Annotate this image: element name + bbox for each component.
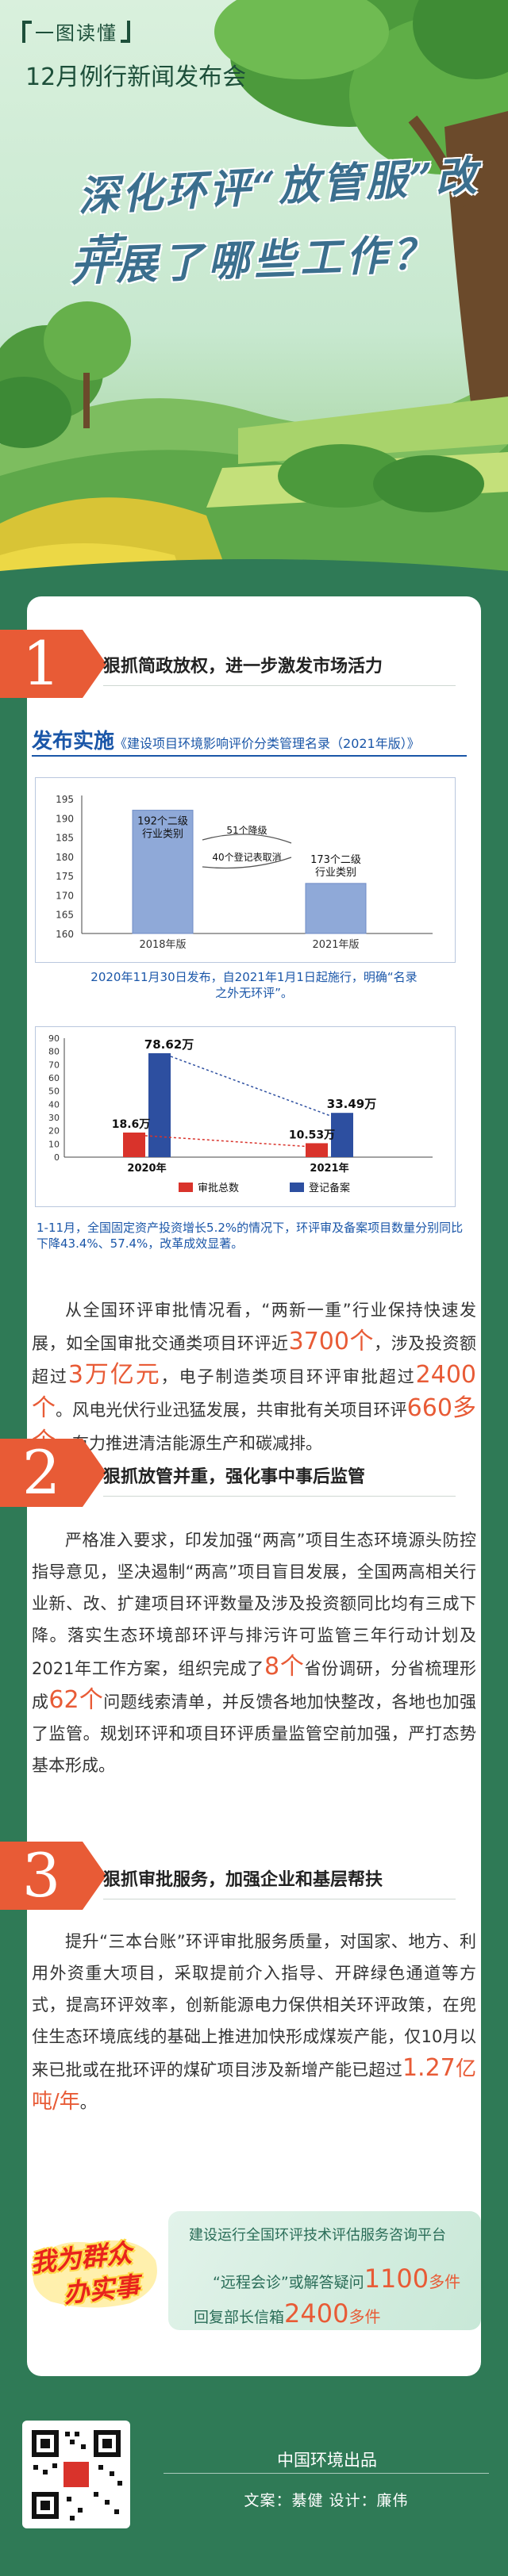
chart2-x-label: 2021年 [310,1162,348,1175]
chart2-legend-label: 审批总数 [198,1183,239,1194]
chart1-svg: 1951901851801751701651602018年版192个二级行业类别… [56,794,433,951]
chart2-y-tick: 0 [54,1152,60,1163]
badge-burst [33,2240,157,2308]
chart2-data-label: 78.62万 [144,1037,194,1052]
chart1-y-tick: 190 [56,813,74,824]
chart2-data-label: 33.49万 [327,1097,376,1111]
service-block: 我为群众 办实事 建设运行全国环评技术评估服务咨询平台 “远程会诊”或解答疑问1… [27,2211,481,2330]
release-line: 发布实施《建设项目环境影响评价分类管理名录（2021年版）》 [32,725,420,754]
section1-number: 1 [0,630,106,698]
chart2-legend-label: 登记备案 [309,1182,350,1194]
event-subtitle: 12月例行新闻发布会 [25,63,247,91]
chart2-trend-approved [144,1135,306,1148]
chart2-bar [331,1113,353,1157]
section1-rule [103,685,456,686]
chart2-bar [148,1052,171,1157]
service-mailbox-line: 回复部长信箱2400多件 [194,2298,381,2329]
content-card: 1 狠抓简政放权，进一步激发市场活力 发布实施《建设项目环境影响评价分类管理名录… [0,596,481,2376]
chart2-bar [306,1143,328,1157]
service-consult-line: “远程会诊”或解答疑问1100多件 [213,2264,461,2294]
stat-electronics: 2400个 [32,1361,476,1422]
section3-number: 3 [0,1842,106,1910]
chart2-y-tick: 40 [48,1099,60,1110]
chart1-y-tick: 165 [56,910,74,921]
chart1-y-tick: 175 [56,871,74,882]
mailbox-count: 2400 [284,2298,349,2329]
stat-coal-capacity: 1.27 [402,2054,456,2082]
section3-title: 狠抓审批服务，加强企业和基层帮扶 [103,1870,383,1890]
chart2-svg: 90 80 70 60 50 40 30 20 10 0 2020年 2021年 18.6万 78.62万… [48,1033,433,1194]
chart1-bar [305,883,367,934]
section3-paragraph: 提升“三本台账”环评审批服务质量，对国家、地方、利用外资重大项目，采取提前介入指… [32,1932,476,2114]
section2-number: 2 [0,1439,106,1507]
chart2-y-tick: 70 [48,1060,60,1070]
chart1-y-tick: 185 [56,833,74,844]
chart2-y-tick: 60 [48,1073,60,1083]
hero-banner: 一图读懂 12月例行新闻发布会 深化环评“放管服”改革 开展了哪些工作？ [0,0,508,603]
stat-transport-projects: 3700个 [288,1328,375,1355]
chart1-y-tick: 160 [56,929,74,940]
chart2-data-label: 10.53万 [289,1129,335,1141]
consult-count: 1100 [364,2264,429,2294]
release-doc: 《建设项目环境影响评价分类管理名录（2021年版）》 [114,736,420,751]
credits: 文案：綦健 设计：廉伟 [244,2492,409,2509]
qr-code[interactable] [22,2421,130,2528]
chart2-legend-swatch [290,1183,304,1192]
chart1-caption: 2020年11月30日发布，自2021年1月1日起施行，明确“名录之外无环评”。 [90,970,418,1000]
chart1-bar [132,810,194,934]
chart2-y-tick: 30 [48,1113,60,1123]
chart1-bar-label: 行业类别 [142,829,183,841]
service-card: 建设运行全国环评技术评估服务咨询平台 “远程会诊”或解答疑问1100多件 回复部… [168,2211,481,2330]
publisher: 中国环境出品 [277,2451,377,2470]
stat-provinces: 8个 [264,1653,305,1681]
series-tag-text: 一图读懂 [35,22,117,44]
chart1-y-tick: 170 [56,890,74,901]
chart1-annotation: 40个登记表取消 [212,851,281,863]
series-tag: 一图读懂 [22,17,130,45]
chart1-arrow [202,834,292,844]
serve-people-badge: 我为群众 办实事 [27,2233,162,2310]
stat-issue-clues: 62个 [48,1686,104,1714]
footer-rule [164,2473,489,2474]
chart1-bar-label: 192个二级 [137,816,188,828]
landscape-illustration [0,0,508,603]
section1-paragraph: 从全国环评审批情况看，“两新一重”行业保持快速发展，如全国审批交通类项目环评近3… [32,1294,476,1459]
chart2-y-tick: 80 [48,1047,60,1057]
chart2-y-tick: 20 [48,1126,60,1137]
chart2-data-label: 18.6万 [112,1118,151,1131]
chart1-x-label: 2021年版 [312,939,359,951]
chart1-annotation: 51个降级 [226,825,267,836]
chart1-y-tick: 195 [56,794,74,805]
chart2-x-label: 2020年 [127,1162,166,1175]
section2-title: 狠抓放管并重，强化事中事后监管 [103,1467,366,1487]
chart1-x-label: 2018年版 [139,939,186,951]
chart1-bar-label: 行业类别 [315,867,356,879]
chart1-bar-label: 173个二级 [310,854,361,866]
chart2-y-tick: 90 [48,1033,60,1044]
chart2-y-tick: 10 [48,1139,60,1149]
chart1-frame: 195 190 185 180 175 170 165 160 2018年版 192个二级 行业类别… [35,777,456,963]
stat-investment: 3万亿元 [67,1361,161,1389]
chart2-legend-swatch [179,1183,193,1192]
chart2-caption: 1-11月，全国固定资产投资增长5.2%的情况下，环评审及备案项目数量分别同比下… [37,1221,464,1251]
chart2-frame: 90 80 70 60 50 40 30 20 10 0 2020年 2021年 18.6万 78.62万… [35,1026,456,1207]
chart1-y-tick: 180 [56,852,74,863]
section2-rule [103,1496,456,1497]
release-label: 发布实施 [32,730,115,753]
stat-coal-unit: 亿吨/年 [32,2057,476,2114]
chart2-bar [123,1133,145,1157]
section1-title: 狠抓简政放权，进一步激发市场活力 [103,657,383,677]
qr-code-pattern [32,2430,122,2520]
release-rule [32,755,467,757]
chart2-trend-registered [170,1056,332,1117]
chart1-arrow [202,857,292,869]
chart2-y-tick: 50 [48,1087,60,1097]
section2-paragraph: 严格准入要求，印发加强“两高”项目生态环境源头防控指导意见，坚决遏制“两高”项目… [32,1531,477,1775]
service-heading: 建设运行全国环评技术评估服务咨询平台 [189,2227,446,2244]
